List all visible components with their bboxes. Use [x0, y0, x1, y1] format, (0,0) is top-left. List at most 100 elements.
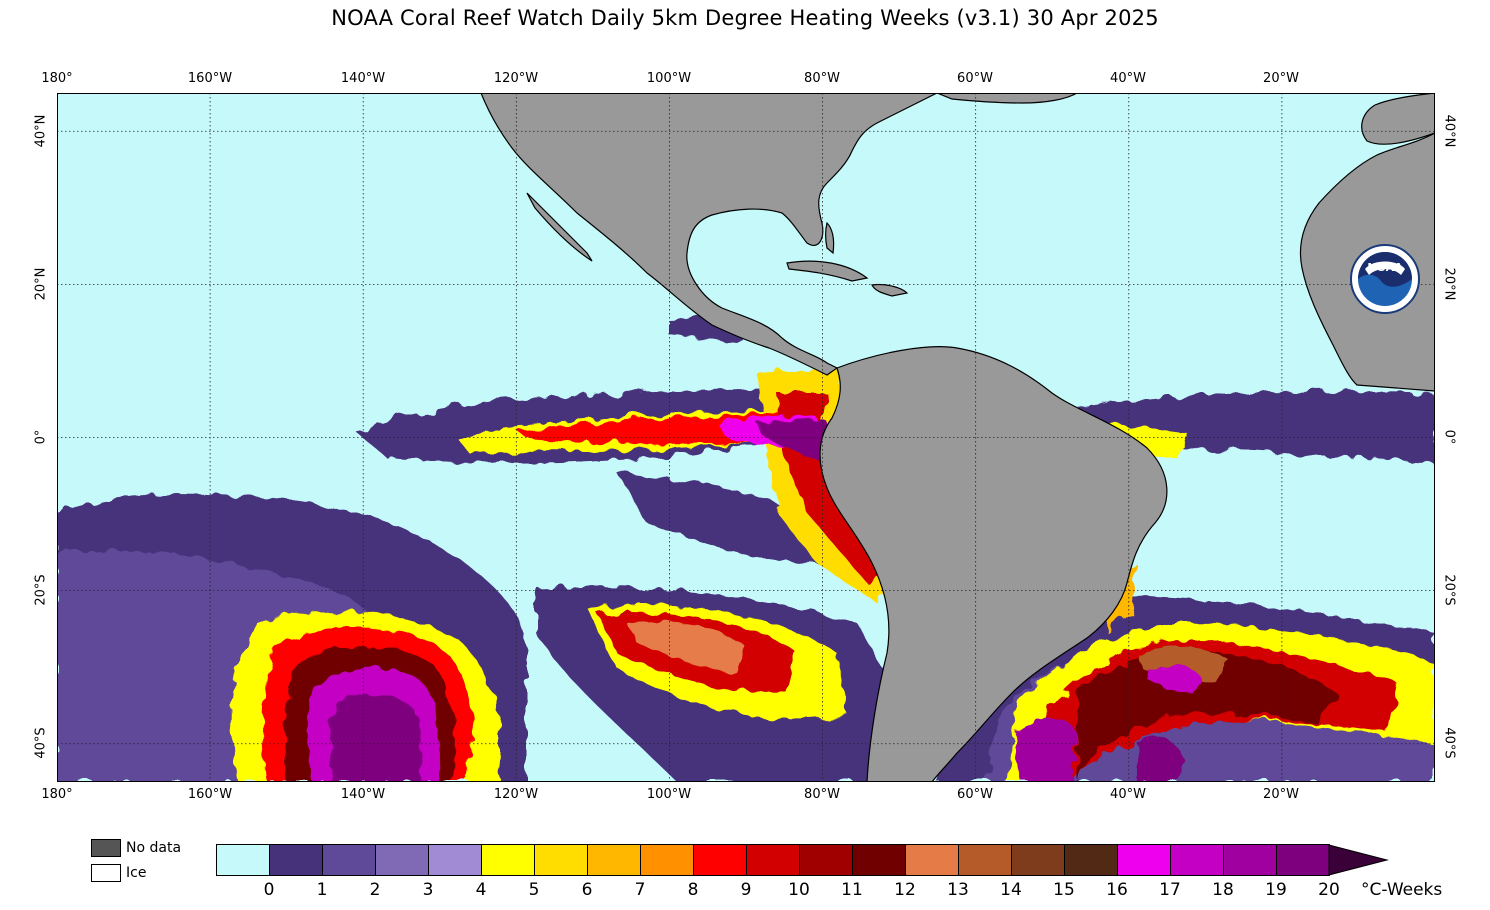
heat-band [757, 420, 835, 465]
heat-band [1077, 649, 1337, 782]
lon-label: 100°W [646, 787, 692, 802]
lat-label: 20°S [1441, 574, 1457, 606]
colorbar-cell [1064, 844, 1118, 876]
colorbar-tick-label: 16 [1106, 880, 1128, 900]
lon-label: 20°W [1263, 787, 1299, 802]
lon-label: 100°W [646, 71, 692, 86]
colorbar-units: °C-Weeks [1361, 880, 1443, 900]
lon-label: 120°W [493, 787, 539, 802]
lon-label: 20°W [1263, 71, 1299, 86]
colorbar-cell [322, 844, 376, 876]
colorbar-cell [905, 844, 959, 876]
heat-band [1014, 718, 1077, 782]
lat-label: 40°S [1441, 727, 1457, 759]
lon-label: 160°W [187, 71, 233, 86]
lon-label: 60°W [957, 71, 993, 86]
colorbar-cell [587, 844, 641, 876]
lon-label: 40°W [1110, 71, 1146, 86]
colorbar-cell [1117, 844, 1171, 876]
lon-label: 140°W [340, 71, 386, 86]
lat-label: 40°N [33, 114, 49, 148]
colorbar-tick-label: 12 [894, 880, 916, 900]
lat-label: 20°S [33, 574, 49, 606]
lon-label: 180° [41, 787, 73, 802]
ice-swatch [91, 864, 121, 882]
lat-label: 40°S [33, 727, 49, 759]
hispaniola [871, 283, 909, 297]
colorbar-tick-label: 20 [1318, 880, 1340, 900]
colorbar-cell [481, 844, 535, 876]
lat-label: 0° [1441, 429, 1457, 445]
colorbar-cell [1223, 844, 1277, 876]
colorbar-tick-label: 8 [687, 880, 699, 900]
colorbar [216, 844, 1389, 876]
logo-text: NOAA [1367, 261, 1403, 274]
heat-band [1137, 738, 1182, 782]
colorbar-tick-label: 3 [422, 880, 434, 900]
heat-band [1147, 664, 1202, 693]
heat-band [617, 473, 827, 563]
colorbar-cell [799, 844, 853, 876]
colorbar-tick-label: 11 [841, 880, 863, 900]
colorbar-extend-arrow [1328, 844, 1389, 876]
florida [824, 221, 835, 255]
africa [1299, 93, 1435, 392]
colorbar-tick-label: 9 [740, 880, 752, 900]
colorbar-tick-label: 7 [634, 880, 646, 900]
colorbar-tick-label: 17 [1159, 880, 1181, 900]
colorbar-cell [640, 844, 694, 876]
lat-label: 20°N [1441, 267, 1457, 301]
no-data-label: No data [126, 840, 182, 856]
heat-band [1137, 646, 1227, 683]
lon-label: 120°W [493, 71, 539, 86]
graticule [57, 93, 1435, 782]
land [480, 93, 1435, 782]
south-america [819, 346, 1168, 782]
ice-label: Ice [126, 865, 147, 881]
colorbar-tick-label: 10 [788, 880, 810, 900]
colorbar-cell [746, 844, 800, 876]
colorbar-cell [269, 844, 323, 876]
colorbar-cell [1011, 844, 1065, 876]
colorbar-cell [1276, 844, 1330, 876]
colorbar-cell [534, 844, 588, 876]
iberia [1361, 93, 1435, 145]
lon-label: 140°W [340, 787, 386, 802]
colorbar-tick-label: 1 [316, 880, 328, 900]
baja-california [526, 192, 593, 262]
colorbar-tick-label: 13 [947, 880, 969, 900]
colorbar-cell [852, 844, 906, 876]
lon-label: 80°W [804, 71, 840, 86]
heat-band [1047, 391, 1435, 463]
colorbar-tick-label: 4 [475, 880, 487, 900]
colorbar-cell [375, 844, 429, 876]
colorbar-tick-label: 15 [1053, 880, 1075, 900]
colorbar-cell [1170, 844, 1224, 876]
noaa-seal-icon: NOAA [1350, 244, 1420, 314]
colorbar-tick-label: 18 [1212, 880, 1234, 900]
colorbar-tick-label: 14 [1000, 880, 1022, 900]
cuba [786, 260, 869, 282]
lon-label: 60°W [957, 787, 993, 802]
lon-label: 180° [41, 71, 73, 86]
heat-band [627, 621, 747, 673]
lon-label: 80°W [804, 787, 840, 802]
north-america [480, 93, 938, 376]
colorbar-tick-label: 0 [263, 880, 275, 900]
heat-band [328, 694, 422, 782]
colorbar-cell [428, 844, 482, 876]
heat-map: NOAA [57, 93, 1435, 782]
colorbar-cell [693, 844, 747, 876]
colorbar-cell [958, 844, 1012, 876]
lat-label: 20°N [33, 267, 49, 301]
map-title: NOAA Coral Reef Watch Daily 5km Degree H… [331, 6, 1159, 30]
colorbar-tick-label: 19 [1265, 880, 1287, 900]
colorbar-tick-label: 2 [369, 880, 381, 900]
lat-label: 0° [33, 429, 49, 445]
greenland-coast [936, 93, 1079, 104]
colorbar-tick-label: 6 [581, 880, 593, 900]
map-frame [57, 93, 1435, 782]
colorbar-cell [216, 844, 270, 876]
heat-stress-bands [57, 316, 1435, 782]
colorbar-tick-label: 5 [528, 880, 540, 900]
